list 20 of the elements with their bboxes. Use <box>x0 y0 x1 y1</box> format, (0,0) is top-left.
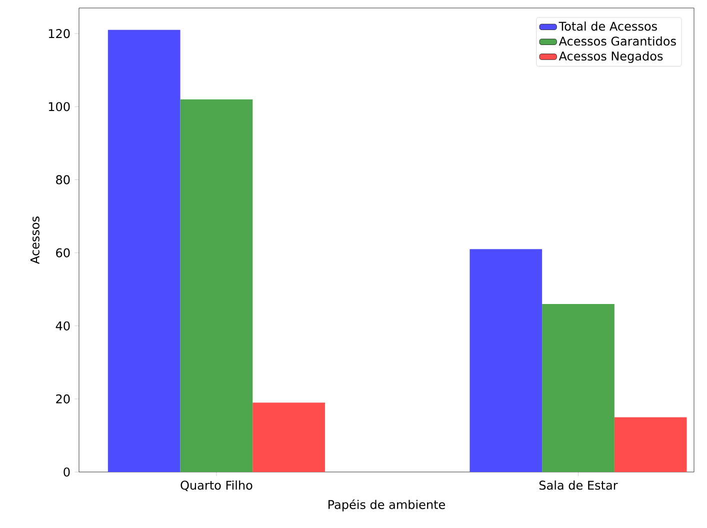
bar <box>542 304 614 472</box>
y-axis-title: Acessos <box>30 216 40 264</box>
y-tick-label: 40 <box>56 321 70 330</box>
y-tick-label: 80 <box>56 175 70 184</box>
y-tick-label: 0 <box>64 467 70 477</box>
y-tick-label: 60 <box>56 248 70 258</box>
bar <box>470 249 542 472</box>
legend-label: Acessos Garantidos <box>558 36 676 46</box>
bar <box>252 402 326 472</box>
y-tick-label: 20 <box>56 394 70 404</box>
x-tick-label: Quarto Filho <box>180 480 252 492</box>
bar <box>108 30 180 472</box>
legend-label: Acessos Negados <box>558 51 663 63</box>
bar <box>614 417 687 472</box>
x-axis-title: Papéis de ambiente <box>328 499 446 512</box>
legend-label: Total de Acessos <box>558 21 657 31</box>
y-tick-label: 120 <box>48 29 70 38</box>
bar <box>180 99 253 472</box>
y-tick-label: 100 <box>48 102 70 112</box>
x-tick-label: Sala de Estar <box>539 480 618 490</box>
